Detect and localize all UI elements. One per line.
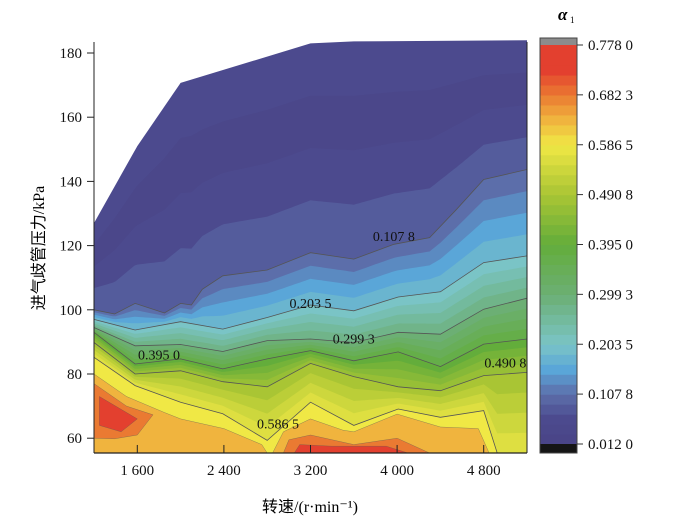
- colorbar-swatch: [540, 124, 577, 136]
- colorbar-tick-label: 0.586 5: [588, 138, 633, 154]
- colorbar-swatch: [540, 194, 577, 206]
- contour-label: 0.490 8: [484, 357, 526, 372]
- colorbar-swatch: [540, 324, 577, 335]
- colorbar-swatch: [540, 64, 577, 76]
- colorbar-swatch: [540, 254, 577, 266]
- contour-lines: [93, 169, 528, 454]
- colorbar-swatch: [540, 104, 577, 116]
- colorbar-tick-label: 0.778 0: [588, 38, 633, 54]
- axes: 60 80 100 120 140 160 180 1 600 2 400 3 200 4 000 4…: [60, 42, 528, 479]
- colorbar-tick-label: 0.490 8: [588, 188, 633, 204]
- colorbar-swatch: [540, 424, 577, 435]
- colorbar-over-swatch: [540, 38, 577, 45]
- colorbar: 0.778 0 0.682 3 0.586 5 0.490 8 0.395 0 0.299…: [539, 37, 633, 454]
- region-fill: [99, 396, 138, 433]
- colorbar-swatch: [540, 154, 577, 166]
- y-tick-label: 180: [60, 46, 83, 62]
- colorbar-swatch: [540, 214, 577, 226]
- y-tick-label: 120: [60, 239, 83, 255]
- colorbar-tick-label: 0.299 3: [588, 287, 633, 303]
- x-axis-label: 转速/(r·min⁻¹): [262, 498, 358, 516]
- colorbar-swatch: [540, 384, 577, 395]
- y-tick-label: 80: [67, 367, 82, 383]
- colorbar-swatch: [540, 164, 577, 176]
- contour-line: [93, 169, 528, 315]
- y-tick-label: 100: [60, 303, 83, 319]
- contour-line: [93, 356, 527, 454]
- colorbar-swatch: [540, 94, 577, 106]
- colorbar-swatch: [540, 244, 577, 256]
- contour-label: 0.395 0: [138, 349, 180, 364]
- colorbar-swatch: [540, 174, 577, 186]
- contour-fills: [94, 40, 527, 453]
- x-tick-label: 4 800: [467, 463, 501, 479]
- contour-label: 0.586 5: [257, 418, 299, 433]
- colorbar-swatch: [540, 404, 577, 415]
- colorbar-swatch: [540, 134, 577, 146]
- colorbar-tick-label: 0.203 5: [588, 337, 633, 353]
- contour-labels: 0.107 8 0.203 5 0.299 3 0.395 0 0.490 8 0.586…: [138, 230, 526, 433]
- contour-line: [93, 342, 528, 392]
- y-tick-label: 60: [67, 431, 82, 447]
- colorbar-swatch: [540, 434, 577, 445]
- colorbar-swatch: [540, 394, 577, 405]
- colorbar-swatch: [540, 204, 577, 216]
- x-tick-label: 4 000: [380, 463, 414, 479]
- colorbar-swatch: [540, 294, 577, 305]
- colorbar-tick-label: 0.107 8: [588, 387, 633, 403]
- colorbar-swatch: [540, 74, 577, 86]
- colorbar-frame: [539, 37, 578, 454]
- contour-line: [93, 255, 528, 331]
- colorbar-swatch: [540, 374, 577, 385]
- colorbar-tick-label: 0.395 0: [588, 238, 633, 254]
- colorbar-swatch: [540, 284, 577, 295]
- colorbar-swatch: [540, 224, 577, 236]
- contour-line: [93, 331, 528, 370]
- colorbar-swatch: [540, 274, 577, 285]
- contour-label: 0.299 3: [333, 333, 375, 348]
- colorbar-swatch: [540, 184, 577, 196]
- colorbar-tick-label: 0.682 3: [588, 88, 633, 104]
- x-tick-label: 2 400: [207, 463, 241, 479]
- colorbar-under-swatch: [540, 444, 577, 453]
- colorbar-swatch: [540, 304, 577, 315]
- colorbar-swatch: [540, 414, 577, 425]
- contour-label: 0.203 5: [290, 297, 332, 312]
- y-tick-label: 140: [60, 174, 83, 190]
- colorbar-swatch: [540, 364, 577, 375]
- colorbar-tick-label: 0.012 0: [588, 437, 633, 453]
- y-axis-label: 进气歧管压力/kPa: [30, 186, 48, 310]
- x-tick-label: 1 600: [120, 463, 154, 479]
- colorbar-swatch: [540, 354, 577, 365]
- colorbar-title: α: [558, 5, 568, 24]
- colorbar-swatch: [540, 144, 577, 156]
- colorbar-swatch: [540, 264, 577, 276]
- colorbar-swatch: [540, 334, 577, 345]
- y-tick-label: 160: [60, 110, 83, 126]
- colorbar-swatch: [540, 54, 577, 66]
- colorbar-swatch: [540, 344, 577, 355]
- colorbar-swatch: [540, 45, 577, 56]
- colorbar-title-subscript: 1: [570, 15, 575, 25]
- colorbar-swatch: [540, 314, 577, 325]
- x-tick-label: 3 200: [294, 463, 328, 479]
- colorbar-swatch: [540, 234, 577, 246]
- region-fill: [293, 444, 408, 453]
- contour-label: 0.107 8: [373, 230, 415, 245]
- contour-line: [93, 297, 528, 352]
- colorbar-swatch: [540, 114, 577, 126]
- colorbar-swatch: [540, 84, 577, 96]
